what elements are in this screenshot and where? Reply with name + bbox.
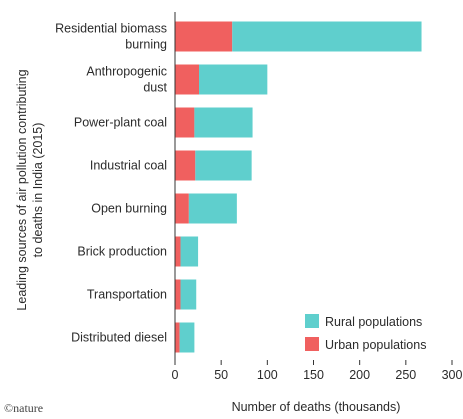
category-label: Power-plant coal	[74, 116, 167, 130]
legend-label: Urban populations	[325, 338, 426, 352]
bar-urban-1	[175, 64, 200, 95]
bar-urban-0	[175, 21, 233, 52]
bar-urban-7	[175, 322, 180, 353]
bar-rural-3	[195, 150, 252, 181]
y-axis-title-line: Leading sources of air pollution contrib…	[15, 69, 29, 310]
category-labels: Residential biomass burning Anthropogenic d…	[55, 22, 167, 345]
legend: Rural populations Urban populations	[305, 314, 426, 352]
x-tick-label: 300	[442, 368, 463, 382]
x-tick-label: 150	[303, 368, 324, 382]
bar-urban-4	[175, 193, 189, 224]
bar-rural-4	[188, 193, 237, 224]
bar-rural-1	[199, 64, 268, 95]
category-label: Brick production	[77, 245, 167, 259]
legend-swatch	[305, 337, 319, 351]
category-label: Distributed diesel	[71, 331, 167, 345]
bars	[175, 21, 422, 353]
y-axis-title-line: to deaths in India (2015)	[31, 123, 45, 258]
legend-label: Rural populations	[325, 315, 422, 329]
bar-urban-2	[175, 107, 195, 138]
category-label: Open burning	[91, 202, 167, 216]
x-tick-label: 200	[349, 368, 370, 382]
x-tick-label: 250	[395, 368, 416, 382]
x-tick-label: 50	[214, 368, 228, 382]
bar-urban-6	[175, 279, 181, 310]
category-label: burning	[125, 38, 167, 52]
x-tick-label: 100	[257, 368, 278, 382]
category-label: Industrial coal	[90, 159, 167, 173]
category-label: Transportation	[87, 288, 167, 302]
nature-credit: ©nature	[4, 401, 43, 415]
bar-rural-6	[180, 279, 197, 310]
y-axis-title: Leading sources of air pollution contrib…	[15, 69, 45, 310]
bar-urban-3	[175, 150, 196, 181]
category-label: Residential biomass	[55, 22, 167, 36]
bar-rural-0	[232, 21, 422, 52]
bar-urban-5	[175, 236, 181, 267]
x-tick-label: 0	[172, 368, 179, 382]
bar-rural-2	[194, 107, 253, 138]
category-label: Anthropogenic	[86, 65, 167, 79]
category-label: dust	[143, 81, 167, 95]
bar-rural-7	[179, 322, 195, 353]
legend-swatch	[305, 314, 319, 328]
x-axis-title: Number of deaths (thousands)	[232, 400, 401, 414]
x-axis-ticks: 0 50 100 150 200 250 300	[172, 360, 463, 382]
bar-rural-5	[180, 236, 199, 267]
